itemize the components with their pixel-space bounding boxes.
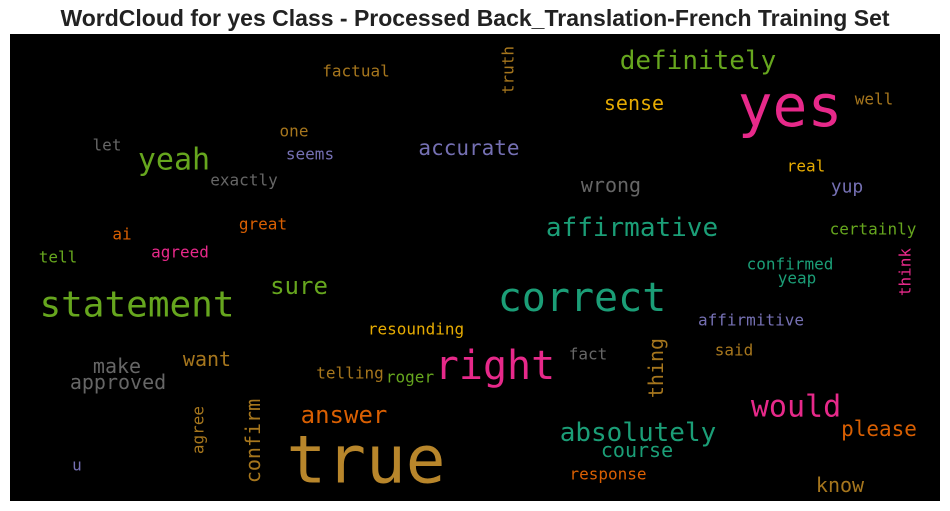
- word-one: one: [280, 122, 309, 141]
- word-agreed: agreed: [151, 243, 209, 262]
- word-ai: ai: [112, 225, 131, 244]
- word-sense: sense: [604, 91, 664, 115]
- word-said: said: [715, 341, 754, 360]
- word-u: u: [72, 456, 82, 475]
- word-know: know: [816, 473, 865, 497]
- word-affirmitive: affirmitive: [698, 311, 804, 330]
- word-great: great: [239, 215, 287, 234]
- word-wrong: wrong: [581, 173, 641, 197]
- word-please: please: [841, 417, 917, 441]
- word-agree: agree: [189, 406, 208, 454]
- word-course: course: [601, 438, 673, 462]
- word-yeah: yeah: [138, 143, 210, 178]
- word-yeap: yeap: [778, 269, 817, 288]
- word-truth: truth: [499, 46, 518, 94]
- word-certainly: certainly: [830, 220, 917, 239]
- word-factual: factual: [322, 62, 389, 81]
- word-fact: fact: [569, 345, 608, 364]
- word-accurate: accurate: [418, 136, 519, 160]
- word-let: let: [93, 136, 122, 155]
- word-confirm: confirm: [241, 399, 265, 483]
- word-right: right: [435, 343, 555, 389]
- wordcloud-canvas: true yes correct right statement yeah would aff…: [10, 34, 940, 501]
- word-absolutely: absolutely: [560, 418, 717, 448]
- word-make: make: [93, 354, 141, 378]
- word-sure: sure: [270, 272, 328, 300]
- word-affirmative: affirmative: [546, 213, 718, 243]
- word-answer: answer: [301, 401, 388, 429]
- word-statement: statement: [39, 285, 234, 326]
- word-thing: thing: [644, 338, 668, 398]
- word-tell: tell: [39, 248, 78, 267]
- word-would: would: [751, 390, 841, 425]
- word-correct: correct: [498, 275, 667, 321]
- word-resounding: resounding: [368, 320, 464, 339]
- word-want: want: [183, 347, 231, 371]
- word-telling: telling: [316, 364, 383, 383]
- chart-title: WordCloud for yes Class - Processed Back…: [60, 5, 890, 31]
- word-think: think: [896, 248, 915, 297]
- word-well: well: [855, 90, 894, 109]
- wordcloud-svg: true yes correct right statement yeah would aff…: [39, 46, 917, 499]
- word-yes: yes: [738, 72, 843, 140]
- word-roger: roger: [386, 368, 435, 387]
- word-true: true: [287, 422, 446, 499]
- word-exactly: exactly: [210, 171, 278, 190]
- word-real: real: [787, 157, 826, 176]
- word-definitely: definitely: [620, 46, 777, 76]
- word-response: response: [569, 465, 646, 484]
- word-approved: approved: [70, 370, 166, 394]
- word-yup: yup: [831, 177, 864, 198]
- word-seems: seems: [286, 145, 334, 164]
- word-confirmed: confirmed: [747, 255, 834, 274]
